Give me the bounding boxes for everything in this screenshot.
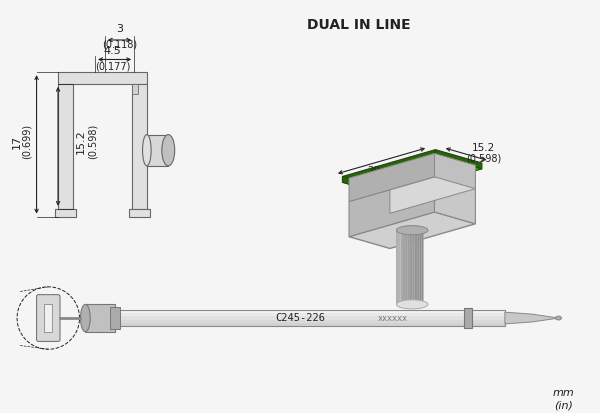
Text: mm
(in): mm (in): [553, 387, 574, 410]
Text: 15.2: 15.2: [472, 143, 495, 153]
Polygon shape: [397, 229, 398, 303]
Polygon shape: [407, 226, 410, 300]
Polygon shape: [436, 150, 482, 169]
Ellipse shape: [556, 316, 562, 320]
Polygon shape: [110, 308, 119, 329]
Polygon shape: [397, 300, 428, 309]
Polygon shape: [434, 154, 475, 189]
Polygon shape: [343, 156, 482, 196]
Polygon shape: [58, 73, 147, 85]
Polygon shape: [400, 228, 401, 302]
Polygon shape: [464, 309, 472, 328]
Text: 15.2: 15.2: [76, 129, 85, 154]
Polygon shape: [400, 233, 401, 308]
Polygon shape: [505, 312, 559, 324]
Text: (0.699): (0.699): [22, 123, 32, 159]
Text: C245-226: C245-226: [275, 312, 325, 322]
Ellipse shape: [143, 135, 151, 166]
Polygon shape: [403, 227, 405, 301]
Polygon shape: [412, 226, 415, 300]
Polygon shape: [360, 177, 464, 207]
Ellipse shape: [162, 135, 175, 166]
Polygon shape: [58, 85, 73, 209]
FancyBboxPatch shape: [37, 295, 60, 342]
Text: (0.598): (0.598): [466, 153, 501, 163]
Polygon shape: [113, 313, 505, 317]
Polygon shape: [419, 227, 421, 301]
Polygon shape: [417, 226, 419, 301]
Polygon shape: [343, 150, 436, 183]
Text: (0.118): (0.118): [102, 40, 137, 50]
Polygon shape: [113, 323, 505, 326]
Polygon shape: [434, 178, 475, 224]
Polygon shape: [132, 85, 138, 95]
Text: 17: 17: [12, 134, 22, 148]
Polygon shape: [55, 209, 76, 217]
Text: (0.598): (0.598): [87, 123, 97, 159]
Polygon shape: [147, 135, 168, 166]
Polygon shape: [390, 166, 475, 214]
Polygon shape: [349, 212, 475, 249]
Polygon shape: [113, 311, 505, 313]
Text: xxxxxx: xxxxxx: [377, 313, 407, 322]
Polygon shape: [129, 209, 150, 217]
Text: 29: 29: [367, 165, 380, 175]
Polygon shape: [349, 178, 434, 237]
Polygon shape: [431, 161, 464, 186]
Polygon shape: [398, 228, 400, 303]
Polygon shape: [343, 177, 389, 196]
Polygon shape: [397, 232, 398, 307]
Text: (1.142): (1.142): [356, 175, 391, 185]
Polygon shape: [113, 317, 505, 320]
Polygon shape: [113, 320, 505, 323]
Polygon shape: [405, 226, 407, 301]
Polygon shape: [85, 305, 115, 332]
Polygon shape: [44, 305, 52, 332]
Polygon shape: [415, 226, 417, 300]
Polygon shape: [398, 233, 400, 307]
Polygon shape: [397, 226, 428, 235]
Text: (0.177): (0.177): [95, 61, 130, 71]
Ellipse shape: [80, 305, 90, 332]
Text: 4.5: 4.5: [104, 45, 122, 56]
Polygon shape: [421, 227, 424, 301]
Text: DUAL IN LINE: DUAL IN LINE: [307, 17, 410, 31]
Polygon shape: [349, 154, 434, 202]
Text: 3: 3: [116, 24, 123, 34]
Polygon shape: [132, 85, 147, 209]
Polygon shape: [410, 226, 412, 300]
Polygon shape: [401, 227, 403, 301]
Polygon shape: [360, 161, 431, 197]
